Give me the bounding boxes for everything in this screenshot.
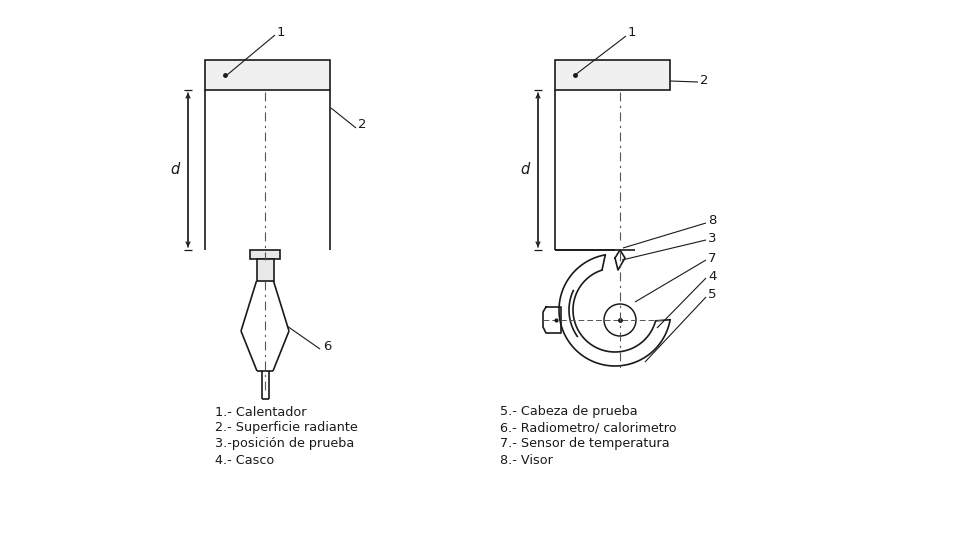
Text: 2: 2 [700, 73, 709, 86]
Text: 3.-posición de prueba: 3.-posición de prueba [215, 437, 354, 450]
Bar [205, 60, 330, 90]
Text: 7.- Sensor de temperatura: 7.- Sensor de temperatura [500, 437, 669, 450]
Text: 6: 6 [323, 339, 331, 352]
Text: 6.- Radiometro/ calorimetro: 6.- Radiometro/ calorimetro [500, 422, 676, 435]
Bar [250, 250, 280, 259]
Text: 8: 8 [708, 213, 716, 226]
Text: 1: 1 [628, 26, 636, 39]
Text: 7: 7 [708, 251, 716, 264]
Text: 3: 3 [708, 231, 716, 245]
Text: 4.- Casco: 4.- Casco [215, 454, 274, 466]
Text: d: d [171, 162, 179, 178]
Text: d: d [520, 162, 529, 178]
Text: 5.- Cabeza de prueba: 5.- Cabeza de prueba [500, 405, 638, 418]
Bar [555, 60, 670, 90]
Bar [257, 259, 273, 281]
Text: 2: 2 [358, 119, 367, 132]
Text: 4: 4 [708, 269, 716, 282]
Text: 2.- Superficie radiante: 2.- Superficie radiante [215, 422, 358, 435]
Text: 1: 1 [277, 26, 285, 39]
Text: 5: 5 [708, 288, 716, 301]
Text: 8.- Visor: 8.- Visor [500, 454, 553, 466]
Text: 1.- Calentador: 1.- Calentador [215, 405, 307, 418]
